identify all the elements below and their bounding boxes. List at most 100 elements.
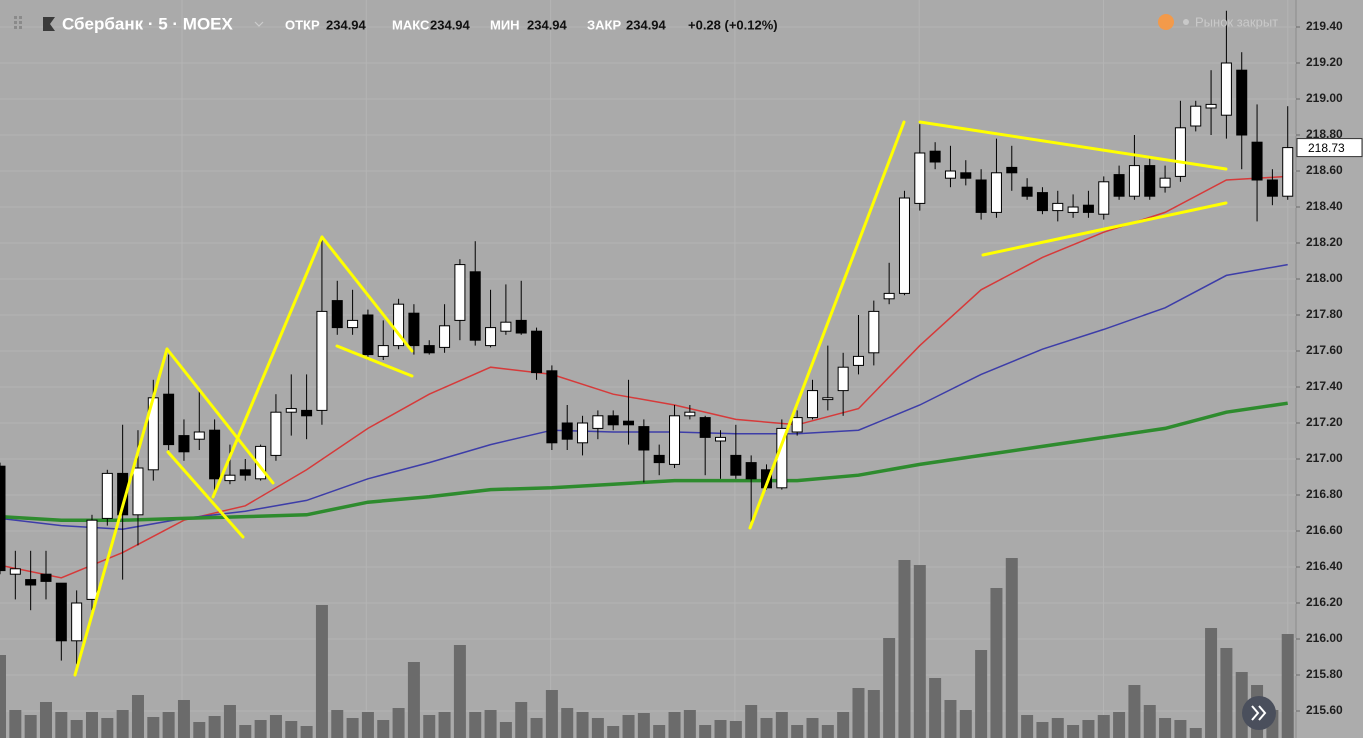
volume-bar — [285, 721, 298, 738]
status-icon[interactable] — [1158, 14, 1174, 30]
scroll-button[interactable] — [1242, 696, 1276, 730]
volume-bar — [101, 718, 114, 738]
plot-background — [0, 0, 1296, 738]
volume-bar — [898, 560, 911, 738]
volume-bar — [1189, 728, 1202, 738]
volume-bar — [883, 638, 896, 738]
volume-bar — [1281, 634, 1294, 738]
candle-body — [377, 345, 389, 357]
trend-line — [73, 347, 169, 677]
volume-bar — [944, 700, 957, 738]
volume-bar — [300, 726, 313, 738]
volume-bar — [699, 725, 712, 738]
candle-body — [362, 314, 374, 356]
volume-bar — [0, 655, 6, 738]
volume-bar — [959, 710, 972, 738]
volume-bar — [1051, 718, 1064, 738]
y-tick-label: 216.80 — [1306, 487, 1343, 501]
candle-body — [531, 330, 543, 374]
candle-body — [515, 319, 527, 334]
candle-body — [914, 152, 926, 204]
y-tick-label: 217.20 — [1306, 415, 1343, 429]
candle-body — [975, 179, 987, 213]
volume-bar — [70, 720, 83, 738]
trend-line — [165, 347, 275, 485]
drawings — [73, 120, 1228, 677]
candle-body — [224, 474, 236, 482]
candle-body — [745, 462, 757, 480]
volume-bar — [177, 700, 190, 738]
candle-body — [561, 422, 573, 440]
candle-body — [791, 417, 803, 433]
candle-body — [163, 393, 175, 446]
volume-bar — [331, 710, 344, 738]
candle-body — [1144, 165, 1156, 197]
candle-body — [607, 415, 619, 426]
volume-bar — [85, 712, 98, 738]
candle-body — [837, 366, 849, 392]
candle-body — [1113, 174, 1125, 197]
y-tick-label: 218.60 — [1306, 163, 1343, 177]
volume-bar — [837, 712, 850, 738]
candle-body — [239, 469, 251, 476]
candle-body — [40, 573, 52, 582]
menu-icon — [14, 16, 22, 29]
header: Сбербанк · 5 · MOEX ОТКР 234.94 МАКС 234… — [14, 14, 1278, 33]
volume-bar — [530, 718, 543, 738]
change: +0.28 (+0.12%) — [688, 17, 778, 32]
candle-body — [1067, 206, 1079, 213]
volume-bar — [714, 720, 727, 738]
candle-body — [898, 197, 910, 294]
candle-body — [439, 325, 451, 348]
candle-body — [1159, 177, 1171, 188]
candle-body — [469, 271, 481, 341]
y-tick-label: 218.00 — [1306, 271, 1343, 285]
volume-bar — [515, 702, 528, 738]
candle-body — [944, 170, 956, 179]
high-label: МАКС — [392, 17, 430, 32]
candle-body — [193, 431, 205, 440]
candle-body — [454, 264, 466, 321]
volume-bar — [407, 662, 420, 738]
candle-body — [1266, 179, 1278, 197]
volume-bar — [377, 720, 390, 738]
y-tick-label: 218.20 — [1306, 235, 1343, 249]
volume-bar — [131, 695, 144, 738]
volume-bar — [576, 712, 589, 738]
last-price-box — [1296, 138, 1363, 158]
volume-bar — [1220, 648, 1233, 738]
volume-bar — [760, 718, 773, 738]
symbol-title[interactable]: Сбербанк · 5 · MOEX — [62, 14, 234, 33]
volume-bar — [1097, 715, 1110, 738]
volume-bar — [1036, 722, 1049, 738]
volume-bar — [1005, 558, 1018, 738]
candle-body — [852, 355, 864, 366]
y-tick-label: 219.40 — [1306, 19, 1343, 33]
volume-bar — [821, 725, 834, 738]
candle-body — [730, 454, 742, 476]
candle-body — [1082, 204, 1094, 213]
dropdown-arrow[interactable] — [254, 21, 264, 27]
volume-bar — [1113, 712, 1126, 738]
candle-body — [546, 370, 558, 444]
volume-bar — [683, 710, 696, 738]
volume-bar — [622, 715, 635, 738]
candle-body — [653, 454, 665, 464]
candle-body — [883, 292, 895, 300]
open-label: ОТКР — [285, 17, 320, 32]
candle-body — [806, 390, 818, 419]
volume-bar — [545, 690, 558, 738]
price-axis-background — [1296, 0, 1363, 738]
volume-bar — [653, 725, 666, 738]
close-value: 234.94 — [626, 17, 667, 32]
candle-body — [9, 568, 21, 575]
candle-body — [1052, 202, 1064, 212]
candle-body — [285, 408, 297, 413]
candle-body — [178, 435, 190, 453]
market-status: Рынок закрыт — [1195, 14, 1278, 29]
candle-body — [1006, 166, 1018, 174]
volume-bar — [791, 725, 804, 738]
candle-body — [485, 327, 497, 347]
volume-bar — [745, 705, 758, 738]
